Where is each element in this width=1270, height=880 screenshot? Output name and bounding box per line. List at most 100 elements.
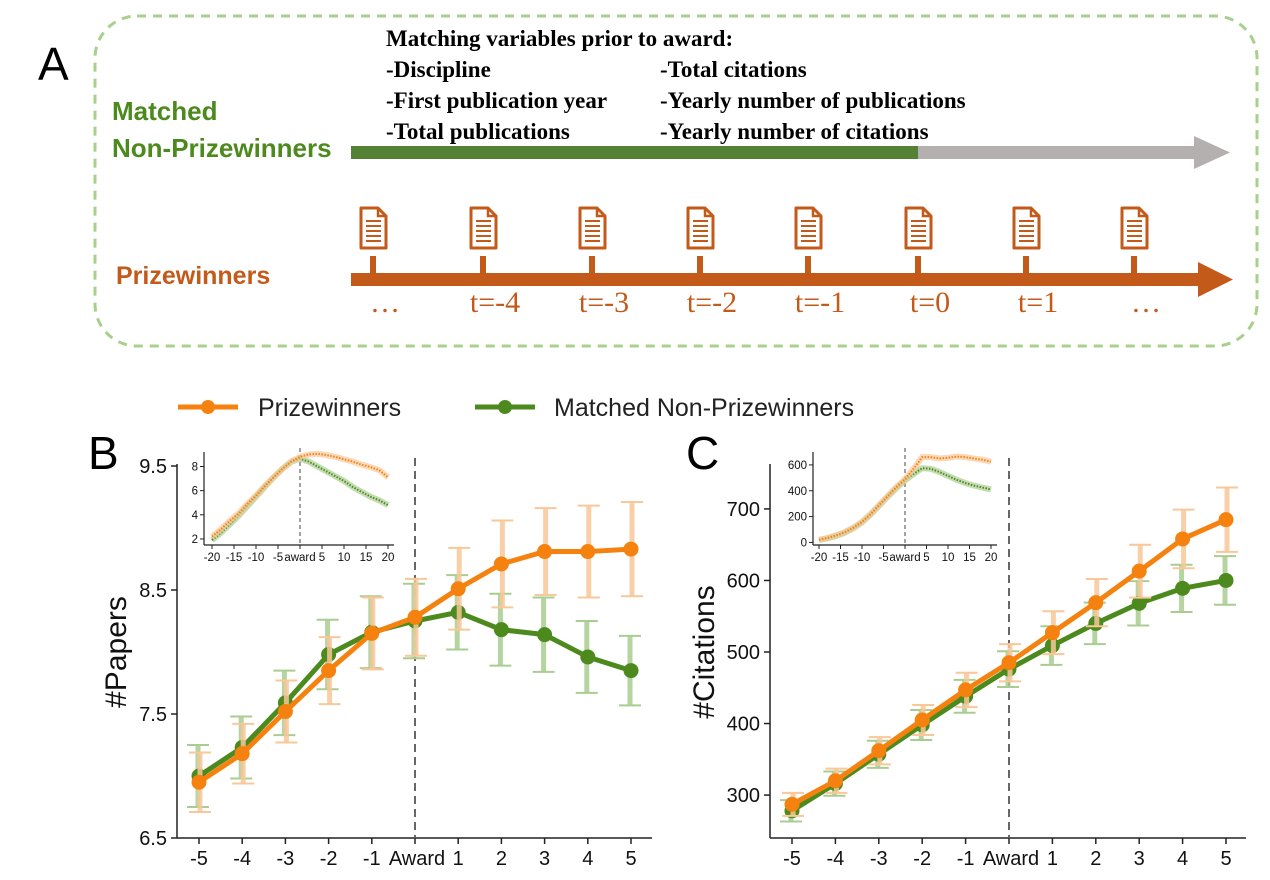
timeline-tick	[370, 256, 376, 274]
timeline-tick	[1023, 256, 1029, 274]
x-tick-label: 2	[1090, 848, 1101, 870]
data-point	[580, 649, 596, 665]
legend-prizewinners-label: Prizewinners	[258, 394, 401, 422]
inset-x-tick-label: -5	[878, 552, 888, 564]
x-tick-label: 3	[1134, 848, 1145, 870]
document-icon-outline	[904, 206, 933, 250]
inset-x-tick-label: -15	[832, 552, 849, 564]
timeline-label: t=-1	[795, 286, 845, 319]
y-tick-label: 300	[727, 785, 760, 807]
data-point	[1131, 563, 1147, 579]
x-tick-label: Award	[983, 848, 1039, 870]
inset-x-tick-label: 15	[360, 552, 373, 564]
data-point	[580, 544, 596, 560]
inset-y-tick-label: 400	[788, 486, 807, 498]
document-icon	[904, 206, 933, 250]
timeline-label: …	[370, 286, 400, 319]
var-yearly-publications: -Yearly number of publications	[660, 88, 966, 113]
data-point	[623, 663, 639, 679]
inset-y-tick-label: 2	[192, 534, 198, 546]
series-prizewinners	[782, 486, 1238, 817]
data-point	[1001, 655, 1017, 671]
inset-x-tick-label: -10	[854, 552, 871, 564]
document-icon	[686, 206, 715, 250]
data-point	[1175, 580, 1191, 596]
x-tick-label: -4	[233, 848, 251, 870]
document-icon	[1120, 206, 1149, 250]
data-point	[784, 796, 800, 812]
inset-x-tick-label: -20	[204, 552, 221, 564]
document-icon-outline	[686, 206, 715, 250]
panel-a-letter: A	[38, 38, 69, 90]
data-point	[537, 544, 553, 560]
data-point	[191, 774, 207, 790]
timeline-tick	[480, 256, 486, 274]
y-tick-label: 500	[727, 642, 760, 664]
x-tick-label: 3	[539, 848, 550, 870]
var-total-citations: -Total citations	[660, 57, 807, 82]
legend-matched-marker	[498, 400, 512, 414]
inset-x-tick-label: -5	[273, 552, 283, 564]
x-tick-label: 4	[582, 848, 593, 870]
chart-papers: 6.57.58.59.5#Papers-5 -4 -3 -2 -1 Award 1 2 3 4 52…	[100, 448, 652, 870]
legend: Prizewinners Matched Non-Prizewinners	[178, 394, 854, 422]
y-axis-label: #Papers	[100, 596, 133, 708]
timeline-label: t=0	[910, 286, 950, 319]
x-tick-label: -5	[783, 848, 801, 870]
data-point	[407, 609, 423, 625]
timeline-label: t=-4	[470, 286, 520, 319]
document-icon-outline	[1012, 206, 1041, 250]
document-icon-fold	[486, 208, 496, 218]
timeline-label: t=-2	[687, 286, 737, 319]
document-icon	[1012, 206, 1041, 250]
document-icon	[578, 206, 607, 250]
inset-chart: 0 200 400 600 -20 -15 -10 -5 award 5 10 15 20	[788, 448, 997, 564]
timeline-tick	[1131, 256, 1137, 274]
inset-x-tick-label: -10	[248, 552, 265, 564]
matched-timeline-grey	[918, 146, 1196, 159]
inset-x-tick-label: 15	[963, 552, 976, 564]
document-icon-outline	[1120, 206, 1149, 250]
var-total-publications: -Total publications	[386, 119, 570, 144]
document-icon	[469, 206, 498, 250]
inset-line-prizewinners	[818, 455, 992, 541]
document-icon-fold	[595, 208, 605, 218]
data-point	[493, 556, 509, 572]
timeline-label: t=1	[1018, 286, 1058, 319]
inset-y-tick-label: 0	[801, 537, 807, 549]
document-icon-fold	[1029, 208, 1039, 218]
x-tick-label: -1	[957, 848, 975, 870]
matched-label-line2: Non-Prizewinners	[112, 133, 332, 163]
timeline-tick	[589, 256, 595, 274]
document-icon-outline	[359, 206, 388, 250]
timeline-label: t=-3	[579, 286, 629, 319]
timeline-tick	[805, 256, 811, 274]
timeline-tick	[697, 256, 703, 274]
data-point	[364, 625, 380, 641]
data-point	[493, 622, 509, 638]
inset-y-tick-label: 8	[192, 461, 198, 473]
data-point	[1131, 595, 1147, 611]
inset-x-tick-label: 20	[382, 552, 395, 564]
legend-prizewinners-marker	[201, 400, 215, 414]
document-icon-outline	[469, 206, 498, 250]
panel-c-letter: C	[686, 427, 719, 479]
matching-heading: Matching variables prior to award:	[386, 26, 733, 51]
y-tick-label: 700	[727, 499, 760, 521]
matched-timeline-arrowhead	[1194, 136, 1230, 169]
var-discipline: -Discipline	[386, 57, 491, 82]
x-tick-label: -2	[320, 848, 338, 870]
data-point	[277, 704, 293, 720]
panel-a: A Matching variables prior to award: -Di…	[38, 14, 1259, 348]
timeline-tick	[915, 256, 921, 274]
inset-x-tick-label: -15	[226, 552, 243, 564]
data-point	[321, 663, 337, 679]
data-point	[1218, 572, 1234, 588]
document-icon	[794, 206, 823, 250]
document-icon-fold	[703, 208, 713, 218]
panel-a-dashed-frame	[93, 14, 1259, 348]
inset-x-tick-label: 5	[923, 552, 929, 564]
y-tick-label: 400	[727, 714, 760, 736]
x-tick-label: -3	[277, 848, 295, 870]
data-point	[871, 743, 887, 759]
